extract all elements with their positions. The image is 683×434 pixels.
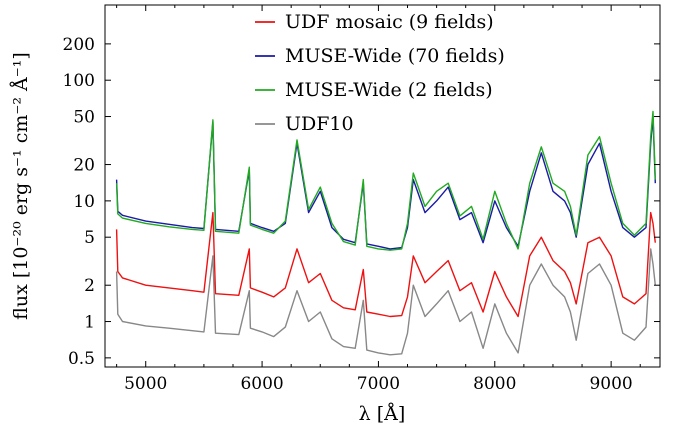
- x-tick-label: 5000: [124, 374, 167, 394]
- plot-frame: [104, 4, 661, 368]
- y-tick-label: 10: [73, 192, 95, 212]
- legend-label: MUSE-Wide (2 fields): [285, 79, 493, 101]
- legend-label: MUSE-Wide (70 fields): [285, 45, 505, 67]
- series-line-1: [115, 110, 656, 251]
- y-tick-label: 200: [63, 35, 95, 55]
- x-tick-label: 7000: [357, 374, 400, 394]
- y-tick-label: 2: [84, 276, 95, 296]
- series-line-3: [115, 248, 656, 356]
- legend: UDF mosaic (9 fields) MUSE-Wide (70 field…: [255, 11, 505, 135]
- y-tick-label: 20: [73, 156, 95, 176]
- y-tick-label: 50: [73, 108, 95, 128]
- ticks-layer: 5000 6000 7000 8000 9000 0.5 1 2 5 10 20 50 100 200: [63, 5, 660, 394]
- y-tick-label: 1: [84, 313, 95, 333]
- y-tick-label: 5: [84, 228, 95, 248]
- y-tick-label: 100: [63, 71, 95, 91]
- x-tick-label: 8000: [473, 374, 516, 394]
- x-tick-label: 9000: [589, 374, 632, 394]
- legend-label: UDF mosaic (9 fields): [285, 11, 494, 33]
- y-axis-label: flux [10⁻²⁰ erg s⁻¹ cm⁻² Å⁻¹]: [10, 52, 32, 320]
- legend-label: UDF10: [285, 113, 354, 135]
- x-axis-label: λ [Å]: [359, 403, 406, 425]
- series-line-2: [115, 211, 656, 318]
- y-tick-label: 0.5: [68, 349, 95, 369]
- x-tick-label: 6000: [240, 374, 283, 394]
- series-layer: [115, 110, 656, 356]
